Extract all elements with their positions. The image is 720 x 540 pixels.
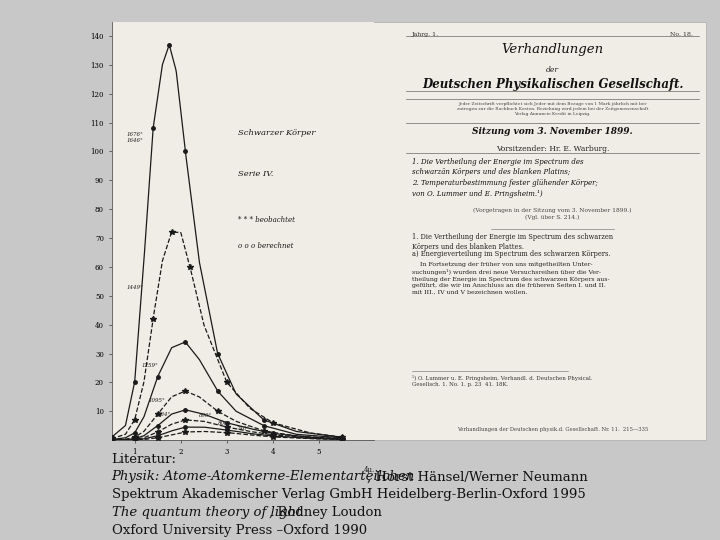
Text: Literatur:: Literatur: <box>112 453 176 465</box>
Text: Jahrg. 1.: Jahrg. 1. <box>412 32 439 37</box>
Text: 890°: 890° <box>199 414 212 418</box>
Text: o o o berechnet: o o o berechnet <box>238 241 293 249</box>
Text: In Fortsetzung der früher von uns mitgetheilten Unter-
suchungen¹) wurden drei n: In Fortsetzung der früher von uns mitget… <box>412 262 609 295</box>
Text: Verhandlungen der Deutschen physik.d. Gesellschaft. Nr. 11.  215—335: Verhandlungen der Deutschen physik.d. Ge… <box>457 427 648 432</box>
Text: 4μ.: 4μ. <box>364 466 375 474</box>
Text: Deutschen Physikalischen Gesellschaft.: Deutschen Physikalischen Gesellschaft. <box>422 78 683 91</box>
Text: Sitzung vom 3. November 1899.: Sitzung vom 3. November 1899. <box>472 127 633 136</box>
Text: Jeder Zeitschrift verpflichtet sich Jeder mit dem Bezuge von 1 Mark jährlich mit: Jeder Zeitschrift verpflichtet sich Jede… <box>457 102 648 116</box>
Text: (Vorgetragen in der Sitzung vom 3. November 1899.)
(Vgl. über S. 214.): (Vorgetragen in der Sitzung vom 3. Novem… <box>473 208 632 220</box>
Text: , Horst Hänsel/Werner Neumann: , Horst Hänsel/Werner Neumann <box>367 470 588 483</box>
Text: 1449°: 1449° <box>127 285 143 290</box>
Text: No. 18.: No. 18. <box>670 32 693 37</box>
Text: 1. Die Vertheilung der Energie im Spectrum des
schwarzän Körpers und des blanken: 1. Die Vertheilung der Energie im Spectr… <box>412 158 598 198</box>
Text: The quantum theory of light: The quantum theory of light <box>112 506 301 519</box>
Text: Spektrum Akademischer Verlag GmbH Heidelberg-Berlin-Oxford 1995: Spektrum Akademischer Verlag GmbH Heidel… <box>112 488 585 501</box>
Text: , Rodney Loudon: , Rodney Loudon <box>269 506 382 519</box>
Text: * * * beobachtet: * * * beobachtet <box>238 217 294 225</box>
Text: Schwarzer Körper: Schwarzer Körper <box>238 129 315 137</box>
Text: 1095°: 1095° <box>148 397 165 403</box>
Text: der: der <box>546 65 559 73</box>
Text: 740°: 740° <box>236 426 249 431</box>
Text: 1676°
1646°: 1676° 1646° <box>126 132 143 143</box>
Text: 984°: 984° <box>158 412 171 417</box>
Text: a) Energieverteilung im Spectrum des schwarzen Körpers.: a) Energieverteilung im Spectrum des sch… <box>412 249 611 258</box>
Text: Verhandlungen: Verhandlungen <box>502 43 603 56</box>
Text: 1259°: 1259° <box>142 363 158 368</box>
Text: 800°: 800° <box>217 421 231 426</box>
Text: Serie IV.: Serie IV. <box>238 171 273 178</box>
Text: ¹) O. Lummer u. E. Pringsheim, Verhandl. d. Deutschen Physical.
Gesellsch. 1. No: ¹) O. Lummer u. E. Pringsheim, Verhandl.… <box>412 375 593 387</box>
Text: 1. Die Vertheilung der Energie im Spectrum des schwarzen
Körpers und des blanken: 1. Die Vertheilung der Energie im Spectr… <box>412 233 613 251</box>
Text: Physik: Atome-Atomkerne-Elementarteilchen: Physik: Atome-Atomkerne-Elementarteilche… <box>112 470 415 483</box>
Text: Oxford University Press –Oxford 1990: Oxford University Press –Oxford 1990 <box>112 524 366 537</box>
Text: Vorsitzender: Hr. E. Warburg.: Vorsitzender: Hr. E. Warburg. <box>496 145 609 153</box>
